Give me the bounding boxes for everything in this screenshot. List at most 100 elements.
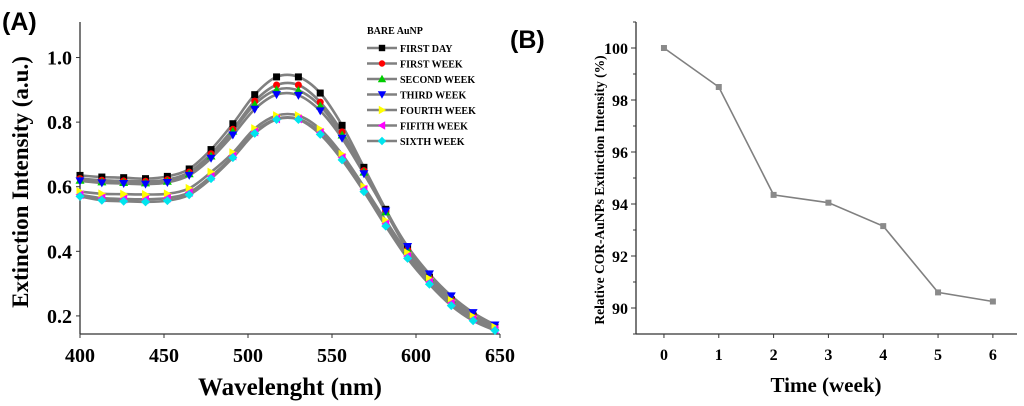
data-point: [316, 89, 324, 97]
data-point: [446, 301, 456, 311]
data-point: [272, 115, 282, 125]
y-tick-label: 0.6: [47, 177, 72, 199]
legend-title: BARE AuNP: [367, 26, 423, 37]
data-point: [315, 107, 325, 116]
data-point: [119, 179, 129, 188]
panel-a-label: (A): [2, 8, 37, 36]
legend-marker: [377, 136, 387, 146]
data-point: [251, 91, 259, 99]
data-point: [163, 189, 172, 199]
data-point: [273, 81, 281, 89]
data-point: [337, 155, 347, 165]
data-point: [359, 170, 369, 179]
y-tick-label: 0.8: [47, 112, 72, 134]
data-point: [294, 81, 302, 89]
data-point: [468, 309, 478, 318]
data-point: [228, 131, 238, 140]
series-line: [79, 81, 496, 329]
panel-b-ylabel: Relative COR-AuNPs Extinction Intensity …: [592, 55, 607, 324]
data-point: [207, 167, 216, 177]
legend-label: FIRST DAY: [400, 44, 453, 55]
data-point: [206, 174, 216, 184]
x-tick-label: 650: [485, 345, 515, 367]
data-point: [119, 196, 129, 206]
panel-b-plot: 0 1 2 3 4 5 6 90 92 94 96 98 100: [604, 21, 1017, 364]
data-point: [120, 189, 129, 199]
legend: BARE AuNP FIRST DAY FIRST WEEK SECOND WEEK…: [367, 26, 476, 148]
x-tick-label: 6: [989, 347, 997, 364]
data-point: [141, 197, 151, 207]
data-point: [206, 154, 216, 163]
y-tick-label: 90: [612, 301, 628, 318]
x-tick-label: 1: [715, 347, 723, 364]
data-point: [403, 253, 413, 263]
data-point: [162, 179, 172, 188]
data-point: [184, 171, 194, 180]
legend-label: SECOND WEEK: [400, 75, 475, 86]
x-tick-label: 550: [317, 345, 347, 367]
legend-marker: [378, 44, 386, 52]
y-tick-label: 0.4: [47, 241, 72, 263]
data-point: [229, 120, 237, 128]
legend-label: THIRD WEEK: [400, 91, 466, 102]
data-point: [935, 289, 942, 296]
panel-b-xlabel: Time (week): [771, 373, 882, 397]
data-point: [490, 325, 500, 335]
legend-label: FOURTH WEEK: [400, 106, 476, 117]
data-point: [825, 199, 832, 206]
y-tick-label: 100: [604, 41, 628, 58]
data-point: [660, 45, 667, 51]
data-point: [97, 179, 107, 188]
data-point: [989, 298, 996, 305]
panel-a-plot: 400 450 500 550 600 650 0.2 0.4 0.6 0.8 1.0: [47, 22, 515, 367]
data-point: [75, 191, 85, 201]
series-line: [79, 115, 496, 331]
panel-a-ylabel: Extinction Intensity (a.u.): [8, 56, 33, 308]
data-point: [185, 183, 194, 193]
data-point: [293, 91, 303, 100]
y-tick-label: 98: [612, 93, 628, 110]
x-tick-label: 4: [879, 347, 887, 364]
data-point: [228, 153, 238, 163]
data-point: [337, 134, 347, 143]
data-point: [468, 316, 478, 326]
data-point: [359, 187, 369, 197]
legend-marker: [377, 74, 387, 83]
data-point: [446, 292, 456, 301]
data-point: [250, 105, 260, 114]
data-point: [98, 189, 107, 199]
y-tick-label: 96: [612, 145, 628, 162]
data-point: [273, 73, 281, 81]
x-tick-label: 0: [660, 347, 668, 364]
x-tick-label: 3: [824, 347, 832, 364]
data-point: [294, 73, 302, 81]
x-tick-label: 500: [233, 345, 263, 367]
legend-marker: [377, 121, 386, 130]
data-point: [250, 128, 260, 138]
data-point: [424, 279, 434, 289]
data-point: [770, 191, 777, 198]
data-point: [293, 115, 303, 125]
data-point: [880, 223, 887, 230]
panel-a-xlabel: Wavelenght (nm): [198, 374, 382, 401]
data-point: [97, 195, 107, 205]
panel-b-label: (B): [510, 26, 545, 54]
legend-marker: [378, 60, 386, 67]
x-tick-label: 400: [65, 345, 95, 367]
x-tick-label: 600: [401, 345, 431, 367]
data-point: [75, 177, 85, 186]
data-point: [403, 242, 413, 251]
x-tick-label: 2: [770, 347, 778, 364]
data-point: [142, 189, 151, 199]
legend-label: FIRST WEEK: [400, 60, 463, 71]
x-tick-label: 5: [934, 347, 942, 364]
legend-label: FIFITH WEEK: [400, 122, 468, 133]
data-point: [207, 146, 215, 154]
legend-marker: [378, 105, 387, 115]
data-point: [424, 270, 434, 279]
data-point: [381, 221, 391, 231]
data-point: [715, 84, 722, 90]
data-point: [381, 207, 391, 216]
data-point: [272, 91, 282, 100]
